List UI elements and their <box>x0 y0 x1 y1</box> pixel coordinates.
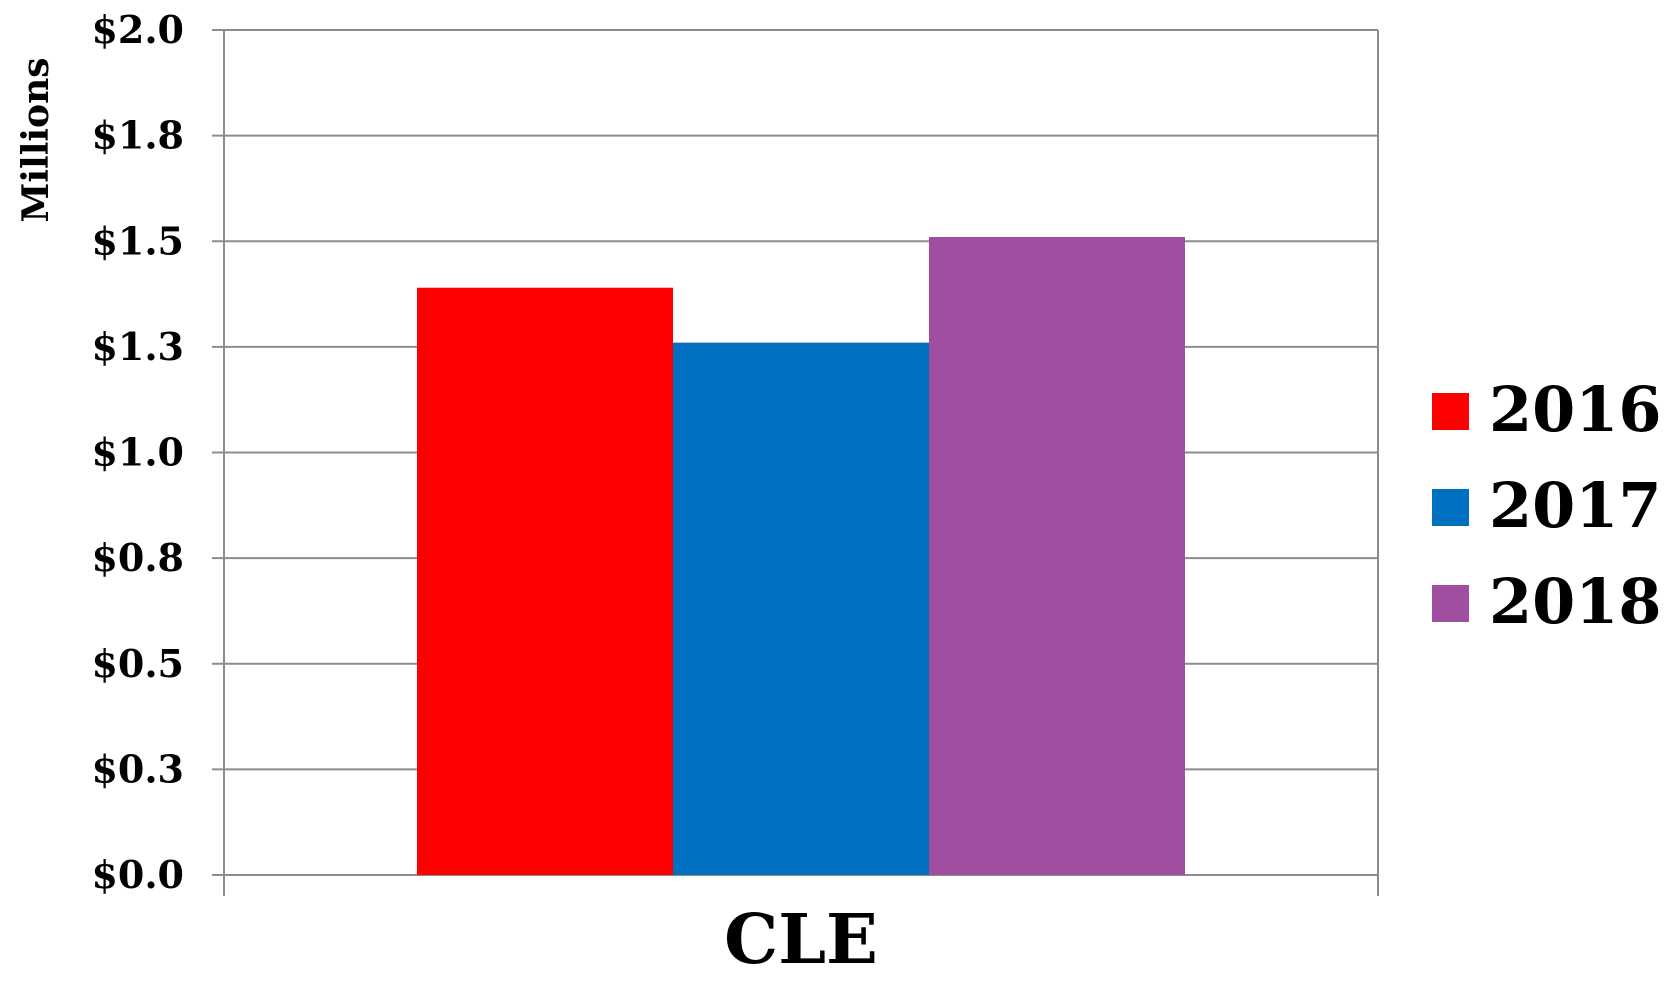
legend-swatch-2018 <box>1432 585 1469 622</box>
y-tick-labels: $0.0 $0.3 $0.5 $0.8 $1.0 $1.3 $1.5 $1.8 $2.0 <box>91 7 184 897</box>
legend-label-2017: 2017 <box>1489 469 1662 542</box>
y-tick-label: $1.3 <box>91 324 184 369</box>
y-tick-label: $0.8 <box>91 535 184 580</box>
legend-swatch-2016 <box>1432 393 1469 430</box>
y-tick-label: $1.8 <box>91 113 184 158</box>
y-tick-label: $2.0 <box>91 7 184 52</box>
legend-label-2018: 2018 <box>1489 565 1662 638</box>
x-category-label: CLE <box>724 900 878 980</box>
y-tick-label: $1.5 <box>91 218 184 263</box>
y-axis-title: Millions <box>15 57 57 222</box>
bar-2016 <box>417 287 673 876</box>
y-tick-label: $0.3 <box>91 746 184 791</box>
y-tick-label: $0.5 <box>91 641 184 686</box>
y-tick-label: $1.0 <box>91 430 184 475</box>
legend-swatch-2017 <box>1432 489 1469 526</box>
bar-2017 <box>673 342 929 875</box>
bar-2018 <box>929 237 1185 875</box>
legend-label-2016: 2016 <box>1489 373 1662 446</box>
axes <box>212 29 1379 896</box>
legend: 2016 2017 2018 <box>1432 373 1662 638</box>
x-category-labels: CLE <box>724 900 878 980</box>
y-tick-label: $0.0 <box>91 852 184 897</box>
bars <box>417 237 1185 876</box>
